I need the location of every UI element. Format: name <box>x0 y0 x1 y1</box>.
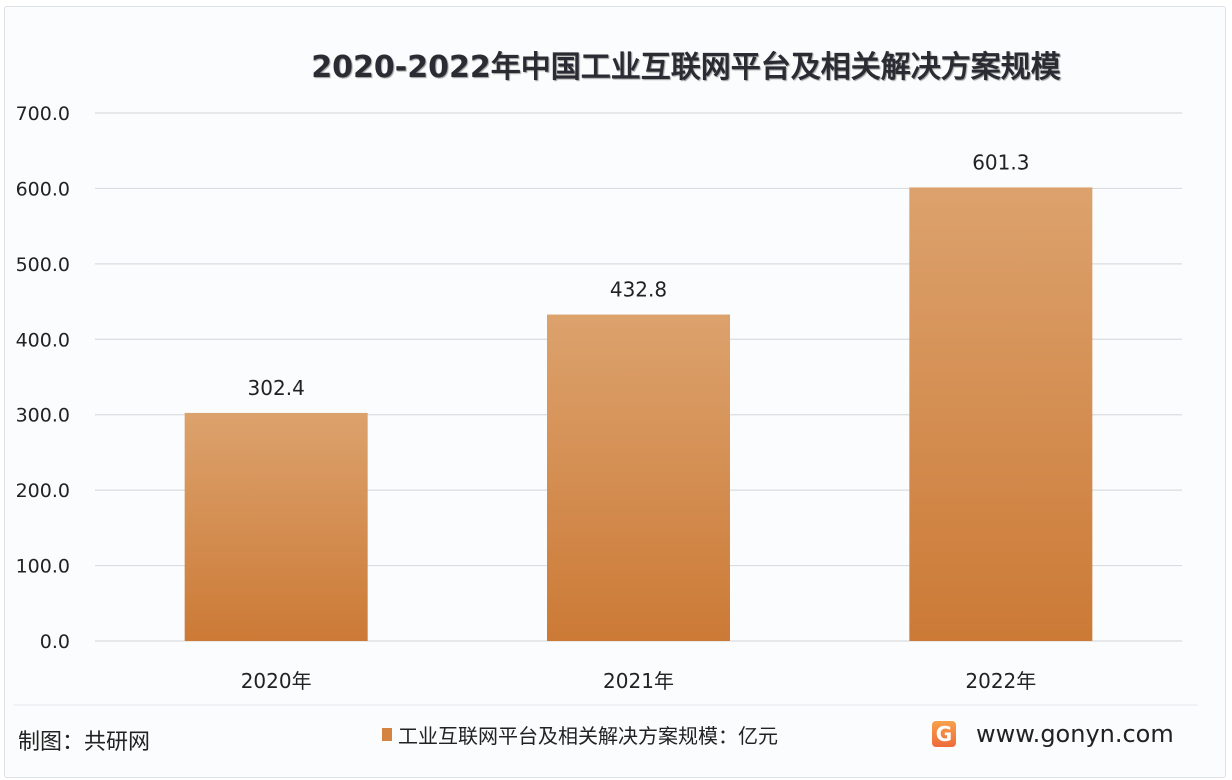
bar <box>547 314 730 641</box>
x-tick-label: 2021年 <box>603 669 674 693</box>
y-tick-label: 700.0 <box>16 103 70 125</box>
site-brand: G www.gonyn.com <box>932 720 1174 748</box>
data-label: 601.3 <box>972 150 1029 174</box>
legend: 工业互联网平台及相关解决方案规模：亿元 <box>382 720 778 749</box>
y-tick-label: 200.0 <box>16 480 70 502</box>
x-tick-label: 2022年 <box>965 669 1036 693</box>
y-tick-label: 100.0 <box>16 556 70 578</box>
site-url: www.gonyn.com <box>976 720 1174 748</box>
data-label: 302.4 <box>248 376 305 400</box>
data-label: 432.8 <box>610 278 667 302</box>
y-tick-label: 300.0 <box>16 405 70 427</box>
chart-title: 2020-2022年中国工业互联网平台及相关解决方案规模 <box>311 50 1061 85</box>
credit-text: 制图：共研网 <box>18 730 151 755</box>
x-tick-label: 2020年 <box>241 669 312 693</box>
y-tick-label: 600.0 <box>16 178 70 200</box>
y-tick-label: 0.0 <box>40 631 70 653</box>
y-tick-label: 400.0 <box>16 329 70 351</box>
bar <box>909 187 1093 641</box>
bar <box>184 412 368 641</box>
legend-swatch <box>382 728 392 741</box>
gonyn-logo-icon: G <box>932 721 956 747</box>
legend-label: 工业互联网平台及相关解决方案规模：亿元 <box>398 724 778 748</box>
y-tick-label: 500.0 <box>16 254 70 276</box>
